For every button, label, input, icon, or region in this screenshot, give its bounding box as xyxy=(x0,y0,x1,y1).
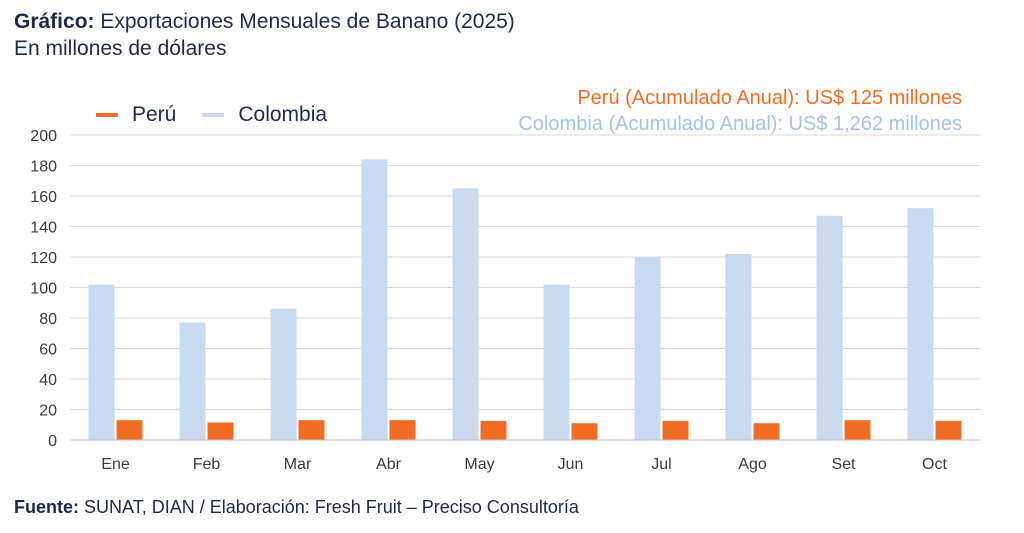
chart-title: Gráfico: Exportaciones Mensuales de Bana… xyxy=(14,8,515,35)
bar-peru-feb xyxy=(207,422,234,440)
y-tick-label: 120 xyxy=(30,250,57,267)
source-text: SUNAT, DIAN / Elaboración: Fresh Fruit –… xyxy=(84,497,579,517)
bar-colombia-ene xyxy=(88,284,115,440)
legend-label-peru: Perú xyxy=(132,103,177,126)
annotation-colombia-total: Colombia (Acumulado Anual): US$ 1,262 mi… xyxy=(518,113,962,135)
y-tick-label: 160 xyxy=(30,189,57,206)
x-tick-label: Feb xyxy=(193,456,221,473)
bar-peru-set xyxy=(844,420,871,440)
source-note: Fuente: SUNAT, DIAN / Elaboración: Fresh… xyxy=(14,497,579,518)
x-tick-label: Ene xyxy=(101,456,130,473)
y-tick-label: 60 xyxy=(39,342,57,359)
y-tick-label: 140 xyxy=(30,220,57,237)
bar-peru-jun xyxy=(571,423,598,440)
x-tick-label: Jun xyxy=(558,456,584,473)
y-tick-label: 40 xyxy=(39,372,57,389)
bar-peru-mar xyxy=(298,420,325,440)
legend-swatch-colombia xyxy=(202,113,225,117)
y-tick-label: 20 xyxy=(39,403,57,420)
bar-colombia-abr xyxy=(361,159,388,440)
bar-peru-ene xyxy=(116,420,143,440)
bar-peru-oct xyxy=(935,420,962,440)
y-tick-label: 200 xyxy=(30,128,57,145)
bar-colombia-jul xyxy=(634,257,661,440)
legend-swatch-peru xyxy=(96,113,118,117)
bar-colombia-ago xyxy=(725,253,752,440)
bar-peru-ago xyxy=(753,423,780,440)
chart-subtitle: En millones de dólares xyxy=(14,37,227,60)
bar-peru-jul xyxy=(662,420,689,440)
bar-peru-abr xyxy=(389,420,416,440)
chart-title-label: Gráfico: xyxy=(14,10,95,33)
chart-title-text: Exportaciones Mensuales de Banano (2025) xyxy=(100,10,515,33)
legend-item-colombia: Colombia xyxy=(202,103,327,127)
bar-colombia-feb xyxy=(179,322,206,440)
bar-peru-may xyxy=(480,420,507,440)
legend-item-peru: Perú xyxy=(96,103,176,127)
x-tick-label: Mar xyxy=(284,456,312,473)
chart-legend: Perú Colombia xyxy=(96,103,353,127)
y-tick-label: 80 xyxy=(39,311,57,328)
y-tick-label: 100 xyxy=(30,281,57,298)
bar-colombia-oct xyxy=(907,208,934,440)
x-tick-label: Abr xyxy=(376,456,402,473)
x-tick-label: Set xyxy=(831,456,856,473)
source-label: Fuente: xyxy=(14,497,79,517)
legend-label-colombia: Colombia xyxy=(238,103,328,126)
bar-colombia-mar xyxy=(270,308,297,440)
x-tick-label: Jul xyxy=(651,456,671,473)
bar-colombia-set xyxy=(816,215,843,440)
annotation-peru-total: Perú (Acumulado Anual): US$ 125 millones xyxy=(577,87,962,109)
x-tick-label: Oct xyxy=(922,456,947,473)
x-tick-label: Ago xyxy=(738,456,767,473)
bar-colombia-may xyxy=(452,188,479,440)
x-tick-label: May xyxy=(464,456,494,473)
bar-colombia-jun xyxy=(543,284,570,440)
y-tick-label: 180 xyxy=(30,159,57,176)
y-tick-label: 0 xyxy=(48,433,57,450)
